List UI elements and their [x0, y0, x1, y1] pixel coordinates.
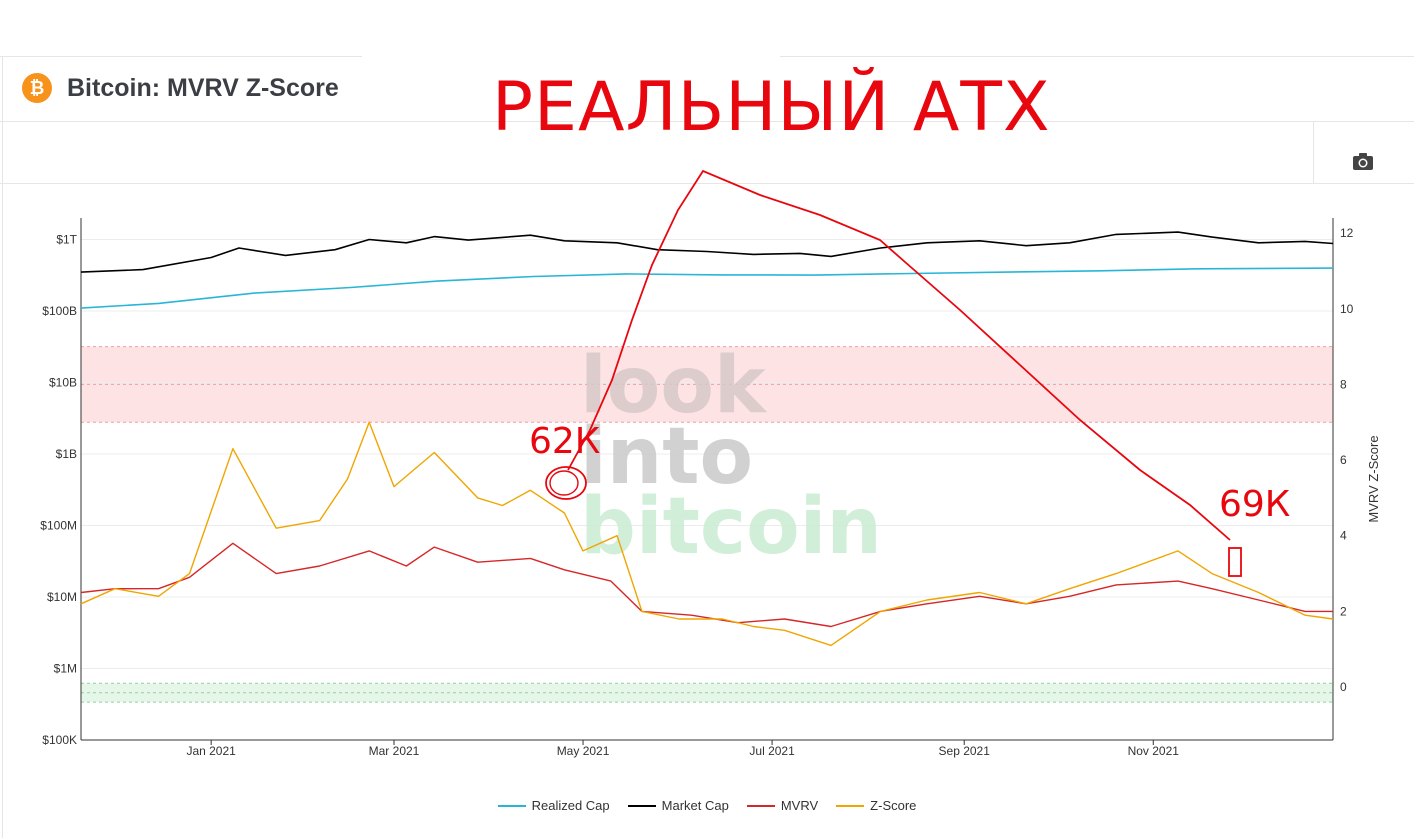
- y-left-tick-label: $10B: [49, 376, 77, 390]
- y-left-tick-label: $10M: [47, 590, 77, 604]
- y-right-tick-label: 8: [1340, 377, 1347, 391]
- watermark-text: into: [580, 412, 753, 502]
- legend-label: MVRV: [780, 798, 819, 813]
- legend-item[interactable]: Z-Score: [836, 798, 916, 813]
- annotation-label-62k: 62К: [529, 421, 600, 462]
- legend-label: Market Cap: [661, 798, 729, 813]
- annotation-arrow-line: [567, 169, 1231, 541]
- y-left-tick-label: $100K: [42, 733, 77, 747]
- frame-top-border: [0, 56, 362, 57]
- x-tick-label: May 2021: [557, 744, 610, 758]
- x-tick-label: Jul 2021: [749, 744, 795, 758]
- chart-toolbar: [0, 122, 1414, 184]
- toolbar-divider: [1313, 122, 1314, 183]
- legend-item[interactable]: Market Cap: [627, 798, 729, 813]
- y-left-tick-label: $100B: [42, 304, 77, 318]
- series-line-mvrv: [80, 542, 1333, 628]
- legend-label: Realized Cap: [531, 798, 610, 813]
- bitcoin-icon: ₿: [22, 73, 52, 103]
- series-line-market-cap: [80, 231, 1334, 273]
- annotation-box: [1228, 547, 1242, 577]
- legend-item[interactable]: MVRV: [746, 798, 819, 813]
- y-right-tick-label: 10: [1340, 302, 1354, 316]
- overlay-headline: РЕАЛЬНЫЙ АТХ: [492, 68, 1051, 147]
- x-tick-label: Nov 2021: [1128, 744, 1180, 758]
- y-right-tick-label: 0: [1340, 680, 1347, 694]
- watermark-text: bitcoin: [580, 482, 882, 572]
- y-left-tick-label: $1T: [56, 233, 77, 247]
- y-right-tick-label: 6: [1340, 453, 1347, 467]
- y-right-tick-label: 2: [1340, 604, 1347, 618]
- series-line-realized-cap: [80, 267, 1334, 309]
- page-title: Bitcoin: MVRV Z-Score: [67, 74, 339, 102]
- annotation-label-69k: 69К: [1219, 484, 1290, 525]
- chart-header: [0, 57, 1414, 122]
- chart-legend: Realized Cap Market Cap MVRV Z-Score: [0, 798, 1414, 813]
- legend-swatch: [746, 804, 775, 807]
- x-tick-label: Jan 2021: [186, 744, 236, 758]
- series-line-z-score: [80, 421, 1334, 647]
- camera-icon[interactable]: [1352, 151, 1374, 171]
- y-right-tick-label: 12: [1340, 226, 1354, 240]
- legend-swatch: [497, 804, 526, 807]
- legend-swatch: [627, 804, 656, 807]
- y-right-axis-title: MVRV Z-Score: [1366, 435, 1381, 522]
- legend-swatch: [836, 804, 865, 807]
- watermark-text: look: [580, 341, 768, 431]
- x-tick-label: Mar 2021: [369, 744, 420, 758]
- y-left-tick-label: $1B: [56, 447, 77, 461]
- frame-left-border: [2, 56, 3, 838]
- x-tick-label: Sep 2021: [939, 744, 991, 758]
- legend-item[interactable]: Realized Cap: [497, 798, 610, 813]
- y-left-tick-label: $1M: [54, 662, 77, 676]
- y-left-tick-label: $100M: [40, 519, 77, 533]
- annotation-circle: [545, 466, 587, 500]
- annotation-circle-inner: [549, 470, 579, 496]
- legend-label: Z-Score: [870, 798, 917, 813]
- frame-top-border-right: [780, 56, 1414, 57]
- y-right-tick-label: 4: [1340, 529, 1347, 543]
